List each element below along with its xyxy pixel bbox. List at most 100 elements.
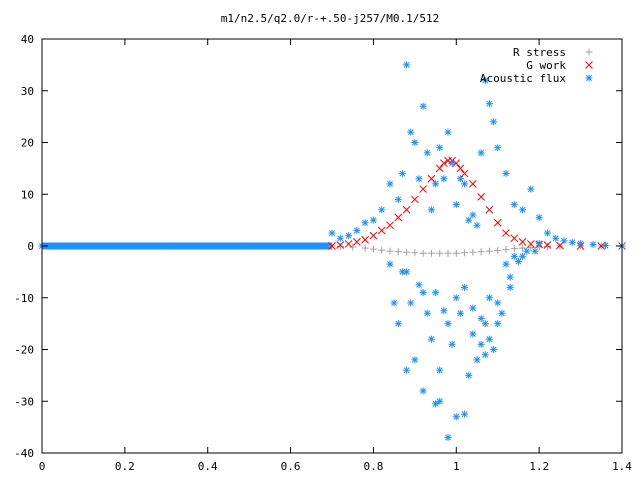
data-markers [38,61,626,441]
legend-label-r-stress: R stress [513,46,566,59]
acoustic-flux-point [465,216,473,224]
acoustic-flux-point [452,201,460,209]
g-work-point [427,174,436,183]
g-work-point [419,185,427,193]
x-tick-label: 1 [453,460,460,473]
acoustic-flux-point [494,144,502,152]
y-tick-label: -30 [14,395,34,408]
g-work-point [518,238,527,246]
r-stress-point [485,247,493,255]
chart-title: m1/n2.5/q2.0/r-+.50-j257/M0.1/512 [221,12,440,25]
acoustic-flux-point [485,100,493,108]
acoustic-flux-point [481,76,489,84]
r-stress-point [543,243,551,251]
acoustic-flux-point [452,294,460,302]
r-stress-point [510,245,518,253]
acoustic-flux-point [436,397,444,405]
acoustic-flux-point [560,237,568,245]
g-work-point [336,241,345,249]
r-stress-point [469,248,477,256]
acoustic-flux-point [477,340,485,348]
r-stress-point [427,249,435,257]
acoustic-flux-point [345,232,353,240]
g-work-point [440,159,448,168]
r-stress-point [403,248,411,256]
g-work-point [493,218,502,227]
g-work-point [411,195,419,204]
r-stress-point [527,244,535,252]
acoustic-flux-point [448,159,456,167]
acoustic-flux-point [398,170,406,178]
legend-marker-acoustic-flux [585,74,593,82]
y-tick-label: -10 [14,292,34,305]
acoustic-flux-point [477,314,485,322]
g-work-point [460,169,469,178]
g-work-point [510,234,519,243]
g-work-point [361,235,369,244]
acoustic-flux-point [245,242,253,250]
acoustic-flux-point [419,289,427,297]
y-tick-label: -40 [14,447,34,460]
x-tick-label: 1.2 [529,460,549,473]
x-tick-label: 1.4 [612,460,632,473]
acoustic-flux-point [432,289,440,297]
acoustic-flux-point [419,102,427,110]
g-work-point [386,221,394,230]
acoustic-flux-point [461,410,469,418]
acoustic-flux-point [535,214,543,222]
r-stress-point [436,249,444,257]
legend-marker-g-work [585,61,593,69]
acoustic-flux-point [287,242,295,250]
r-stress-point [386,247,394,255]
acoustic-flux-point [411,356,419,364]
r-stress-point [461,249,469,257]
acoustic-flux-point [436,144,444,152]
acoustic-flux-point [440,175,448,183]
acoustic-flux-point [543,229,551,237]
acoustic-flux-point [407,299,415,307]
acoustic-flux-point [394,320,402,328]
acoustic-flux-point [506,273,514,281]
acoustic-flux-point [577,239,585,247]
acoustic-flux-point [432,400,440,408]
acoustic-flux-point [353,226,361,234]
acoustic-flux-point [535,239,543,247]
acoustic-flux-point [361,219,369,227]
acoustic-flux-point [411,139,419,146]
acoustic-flux-point [369,216,377,224]
acoustic-flux-point [415,281,423,289]
acoustic-flux-point [481,351,489,359]
r-stress-point [394,248,402,256]
g-work-point [485,205,494,214]
acoustic-flux-point [456,309,464,317]
g-work-point [527,240,535,248]
r-stress-point [419,249,427,257]
acoustic-flux-point [481,320,489,328]
acoustic-flux-point [552,234,560,242]
r-stress-point [452,249,460,257]
acoustic-flux-point [436,366,444,374]
acoustic-flux-point [440,307,448,315]
legend-marker-r-stress [585,48,593,56]
acoustic-flux-point [444,433,452,441]
acoustic-flux-point [456,175,464,183]
legend-label-acoustic-flux: Acoustic flux [480,72,566,85]
acoustic-flux-point [469,304,477,312]
acoustic-flux-point [490,346,498,353]
acoustic-flux-point [407,128,415,136]
r-stress-point [494,247,502,255]
acoustic-flux-point [390,299,398,307]
acoustic-flux-point [506,283,514,291]
acoustic-flux-point [498,309,506,317]
acoustic-flux-point [568,238,576,246]
g-work-point [477,192,485,201]
g-work-point [377,226,386,235]
acoustic-flux-point [519,206,527,214]
acoustic-flux-point [162,242,170,250]
g-work-point [402,205,411,214]
acoustic-flux-point [415,175,423,183]
acoustic-flux-point [514,258,522,266]
acoustic-flux-point [519,252,527,260]
r-stress-point [502,246,510,254]
acoustic-flux-point [419,387,427,395]
